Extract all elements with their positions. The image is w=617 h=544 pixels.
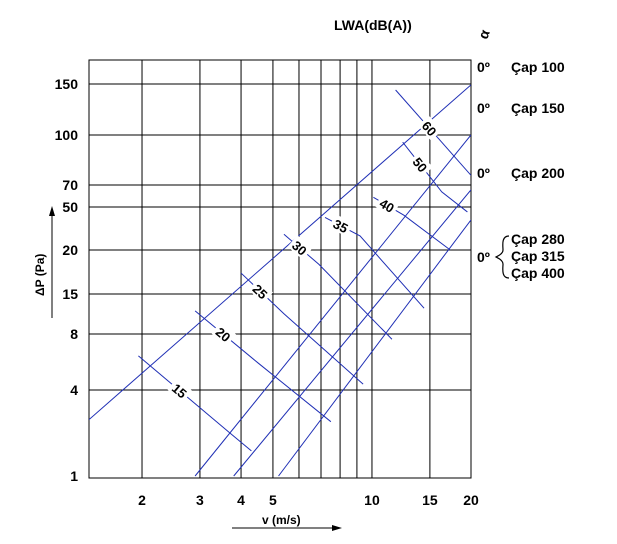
contour-line bbox=[402, 141, 468, 213]
series-line bbox=[233, 189, 471, 477]
contour-label-bg bbox=[167, 378, 193, 403]
contour-label: 40 bbox=[377, 196, 397, 216]
angle-symbol: α bbox=[475, 27, 493, 41]
series-line bbox=[278, 219, 471, 477]
y-tick-label: 100 bbox=[55, 127, 79, 143]
y-tick-label: 150 bbox=[55, 76, 79, 92]
x-tick-label: 5 bbox=[269, 492, 277, 508]
y-tick-label: 1 bbox=[70, 468, 78, 484]
y-axis-label: ΔP (Pa) bbox=[33, 254, 47, 296]
series-line bbox=[194, 134, 471, 477]
grid bbox=[88, 59, 472, 479]
contour-lines bbox=[138, 89, 471, 452]
group-brace bbox=[494, 235, 510, 279]
x-tick-label: 10 bbox=[364, 492, 380, 508]
y-tick-label: 4 bbox=[70, 382, 78, 398]
series-line bbox=[89, 84, 471, 421]
series-label: Çap 100 bbox=[511, 59, 565, 75]
y-tick-label: 20 bbox=[62, 242, 78, 258]
angle-label: 0º bbox=[477, 249, 490, 265]
angle-label: 0º bbox=[477, 100, 490, 116]
y-tick-label: 50 bbox=[62, 199, 78, 215]
contour-label-bg bbox=[328, 214, 354, 237]
contour-label-bg bbox=[211, 321, 237, 347]
contour-label-bg bbox=[374, 193, 400, 217]
contour-label-bg bbox=[417, 115, 443, 141]
angle-label: 0º bbox=[477, 165, 490, 181]
x-axis-arrowhead bbox=[332, 525, 342, 531]
y-tick-label: 15 bbox=[62, 286, 78, 302]
x-tick-label: 2 bbox=[138, 492, 146, 508]
contour-line bbox=[138, 355, 252, 452]
contour-label: 50 bbox=[410, 155, 431, 176]
contour-label-bg bbox=[287, 235, 313, 260]
contour-label-bg bbox=[248, 278, 274, 304]
contour-line bbox=[194, 310, 332, 423]
y-axis-arrowhead bbox=[49, 206, 55, 216]
plot-frame bbox=[88, 59, 472, 479]
chart-title: LWA(dB(A)) bbox=[334, 17, 412, 33]
x-tick-label: 4 bbox=[237, 492, 245, 508]
series-label: Çap 400 bbox=[511, 265, 565, 281]
x-tick-label: 15 bbox=[422, 492, 438, 508]
series-lines bbox=[89, 84, 471, 477]
x-tick-label: 3 bbox=[196, 492, 204, 508]
contour-label: 35 bbox=[331, 216, 351, 236]
x-axis-label: v (m/s) bbox=[262, 513, 301, 527]
y-tick-label: 8 bbox=[70, 326, 78, 342]
x-tick-label: 20 bbox=[463, 492, 479, 508]
series-label: Çap 200 bbox=[511, 165, 565, 181]
series-label: Çap 150 bbox=[511, 100, 565, 116]
series-label: Çap 280 bbox=[511, 231, 565, 247]
contour-label-bg bbox=[408, 151, 433, 177]
y-tick-label: 70 bbox=[62, 177, 78, 193]
series-label: Çap 315 bbox=[511, 248, 565, 264]
angle-label: 0º bbox=[477, 59, 490, 75]
